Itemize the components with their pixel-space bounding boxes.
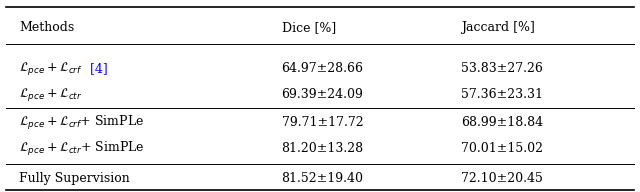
Text: 70.01±15.02: 70.01±15.02 bbox=[461, 142, 543, 155]
Text: $\mathcal{L}_{pce} + \mathcal{L}_{ctr}$: $\mathcal{L}_{pce} + \mathcal{L}_{ctr}$ bbox=[19, 86, 83, 103]
Text: 57.36±23.31: 57.36±23.31 bbox=[461, 88, 543, 101]
Text: $\mathcal{L}_{pce} + \mathcal{L}_{crf}$+ SimPLe: $\mathcal{L}_{pce} + \mathcal{L}_{crf}$+… bbox=[19, 114, 145, 132]
Text: 68.99±18.84: 68.99±18.84 bbox=[461, 116, 543, 129]
Text: 79.71±17.72: 79.71±17.72 bbox=[282, 116, 364, 129]
Text: 81.20±13.28: 81.20±13.28 bbox=[282, 142, 364, 155]
Text: $\mathcal{L}_{pce} + \mathcal{L}_{ctr}$+ SimPLe: $\mathcal{L}_{pce} + \mathcal{L}_{ctr}$+… bbox=[19, 140, 145, 158]
Text: [4]: [4] bbox=[86, 62, 108, 75]
Text: 72.10±20.45: 72.10±20.45 bbox=[461, 172, 543, 185]
Text: 81.52±19.40: 81.52±19.40 bbox=[282, 172, 364, 185]
Text: Dice [%]: Dice [%] bbox=[282, 21, 336, 34]
Text: Fully Supervision: Fully Supervision bbox=[19, 172, 130, 185]
Text: 64.97±28.66: 64.97±28.66 bbox=[282, 62, 364, 75]
Text: Jaccard [%]: Jaccard [%] bbox=[461, 21, 534, 34]
Text: Methods: Methods bbox=[19, 21, 74, 34]
Text: 53.83±27.26: 53.83±27.26 bbox=[461, 62, 543, 75]
Text: $\mathcal{L}_{pce} + \mathcal{L}_{crf}$: $\mathcal{L}_{pce} + \mathcal{L}_{crf}$ bbox=[19, 60, 83, 77]
Text: 69.39±24.09: 69.39±24.09 bbox=[282, 88, 364, 101]
